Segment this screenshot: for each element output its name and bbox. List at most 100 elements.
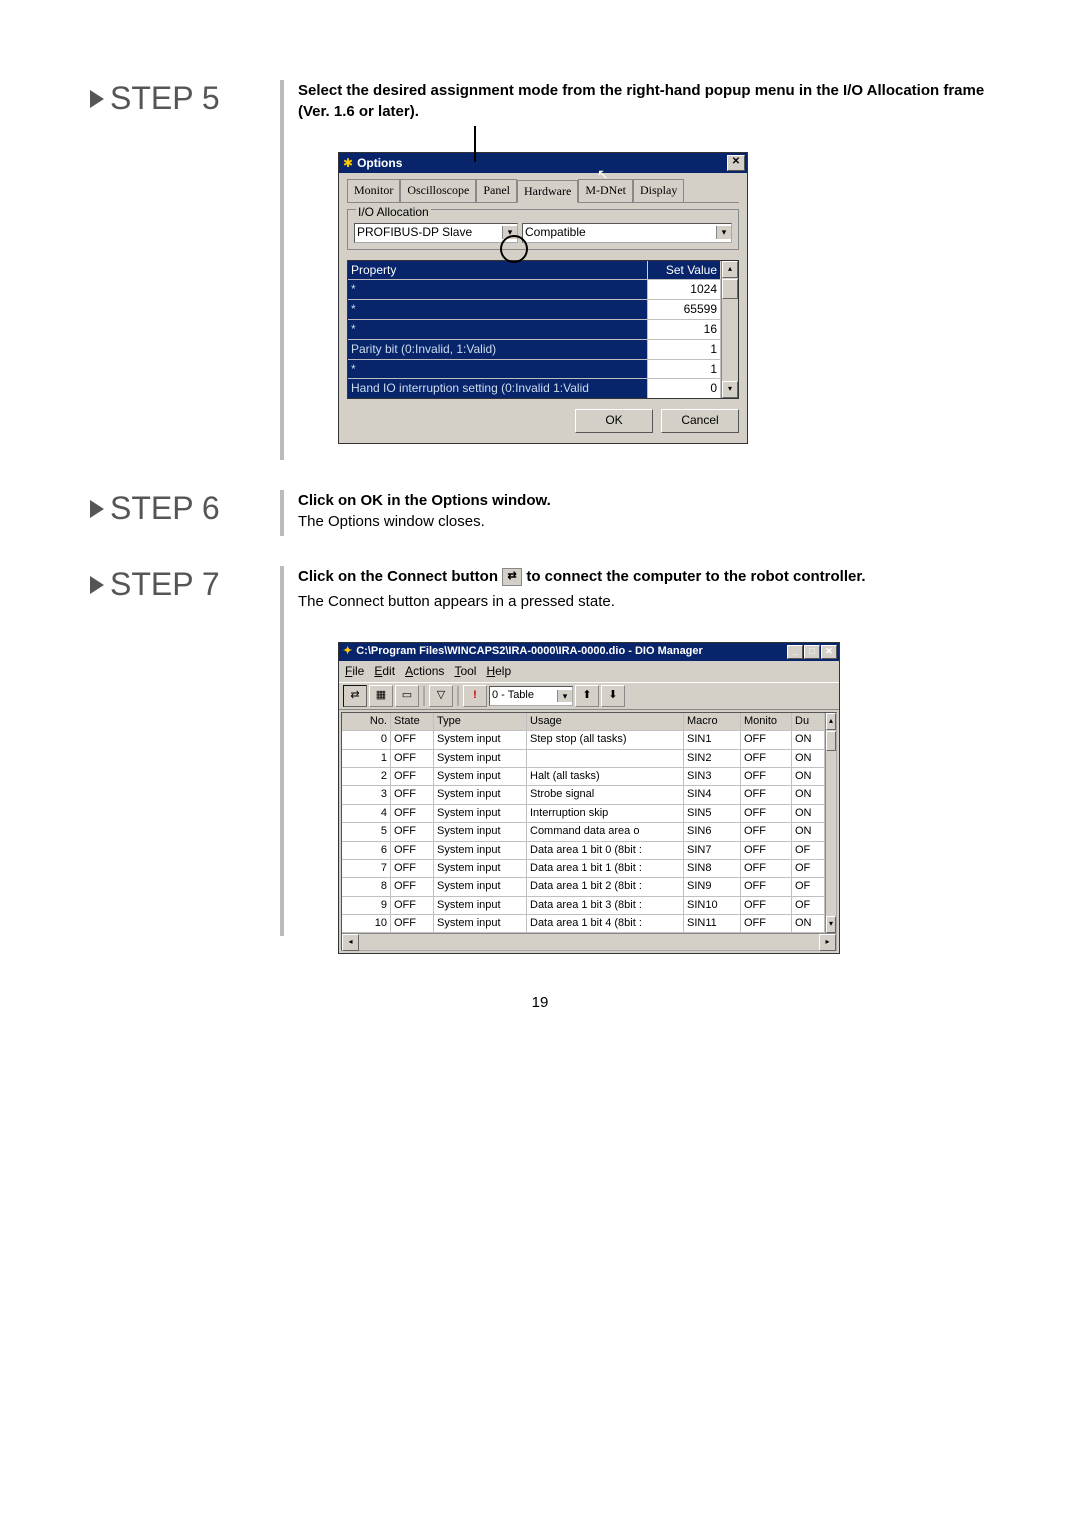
scroll-up-icon[interactable]: ▴: [722, 261, 738, 278]
dio-table: No. State Type Usage Macro Monito Du 0OF…: [341, 712, 837, 952]
col-no: No.: [342, 713, 391, 731]
cursor-icon: ↖: [597, 165, 609, 185]
triangle-icon: [90, 500, 104, 518]
maximize-icon[interactable]: □: [804, 645, 820, 659]
scroll-up-icon[interactable]: ▴: [826, 713, 836, 730]
col-macro: Macro: [684, 713, 741, 731]
combo-mode-value: Compatible: [525, 224, 716, 241]
connect-button[interactable]: ⇄: [343, 685, 367, 707]
separator: [423, 686, 425, 706]
tb-btn-4[interactable]: ▽: [429, 685, 453, 707]
table-row[interactable]: 3OFFSystem inputStrobe signalSIN4OFFON: [342, 786, 825, 804]
ok-button[interactable]: OK: [575, 409, 653, 433]
options-window: ✱ Options ↖ ✕ Monitor Oscilloscope Panel…: [338, 152, 748, 444]
step7-text: The Connect button appears in a pressed …: [298, 591, 990, 612]
step-divider: [280, 566, 284, 936]
step5-content: Select the desired assignment mode from …: [298, 80, 990, 444]
chevron-down-icon: ▾: [716, 226, 731, 239]
table-row[interactable]: 9OFFSystem inputData area 1 bit 3 (8bit …: [342, 897, 825, 915]
step-divider: [280, 490, 284, 536]
col-monitor: Monito: [741, 713, 792, 731]
table-select[interactable]: 0 - Table ▾: [489, 686, 573, 706]
scroll-thumb[interactable]: [826, 731, 836, 751]
step5-block: STEP 5 Select the desired assignment mod…: [90, 80, 990, 460]
page-number: 19: [90, 994, 990, 1011]
table-row: *16: [348, 319, 721, 339]
tab-display[interactable]: Display: [633, 179, 684, 202]
tb-btn-2[interactable]: ▦: [369, 685, 393, 707]
tab-oscilloscope[interactable]: Oscilloscope: [400, 179, 476, 202]
combo-mode[interactable]: Compatible ▾: [522, 223, 732, 243]
toolbar: ⇄ ▦ ▭ ▽ ! 0 - Table ▾ ⬆ ⬇: [339, 682, 839, 710]
triangle-icon: [90, 576, 104, 594]
property-table: Property Set Value *1024 *65599 *16 Pari…: [347, 260, 739, 400]
tb-down-button[interactable]: ⬇: [601, 685, 625, 707]
combo-device[interactable]: PROFIBUS-DP Slave ▾: [354, 223, 518, 243]
tb-btn-3[interactable]: ▭: [395, 685, 419, 707]
table-row[interactable]: 5OFFSystem inputCommand data area oSIN6O…: [342, 823, 825, 841]
dio-window: ✦ C:\Program Files\WINCAPS2\IRA-0000\IRA…: [338, 642, 840, 954]
table-select-value: 0 - Table: [492, 688, 534, 703]
app-icon: ✦: [343, 644, 352, 659]
scroll-left-icon[interactable]: ◂: [342, 934, 359, 951]
menu-edit[interactable]: Edit: [374, 663, 395, 680]
close-icon[interactable]: ✕: [821, 645, 837, 659]
menu-actions[interactable]: Actions: [405, 663, 444, 680]
step6-block: STEP 6 Click on OK in the Options window…: [90, 490, 990, 536]
step5-instruction: Select the desired assignment mode from …: [298, 80, 990, 122]
step6-text: The Options window closes.: [298, 511, 990, 532]
options-title-text: Options: [357, 155, 727, 172]
fieldset-legend: I/O Allocation: [356, 204, 431, 221]
scroll-thumb[interactable]: [722, 279, 738, 299]
tab-hardware[interactable]: Hardware: [517, 180, 578, 203]
chevron-down-icon: ▾: [502, 226, 517, 239]
col-type: Type: [434, 713, 527, 731]
menu-help[interactable]: Help: [486, 663, 511, 680]
step6-instruction: Click on OK in the Options window.: [298, 490, 990, 511]
combo-device-value: PROFIBUS-DP Slave: [357, 224, 502, 241]
tb-btn-5[interactable]: !: [463, 685, 487, 707]
scrollbar-horizontal[interactable]: ◂ ▸: [342, 933, 836, 950]
dio-header-row: No. State Type Usage Macro Monito Du: [342, 713, 825, 731]
scroll-right-icon[interactable]: ▸: [819, 934, 836, 951]
gear-icon: ✱: [343, 155, 353, 172]
scroll-down-icon[interactable]: ▾: [826, 916, 836, 933]
col-du: Du: [792, 713, 825, 731]
table-row[interactable]: 7OFFSystem inputData area 1 bit 1 (8bit …: [342, 860, 825, 878]
dio-title-text: C:\Program Files\WINCAPS2\IRA-0000\IRA-0…: [356, 644, 787, 659]
table-row[interactable]: 10OFFSystem inputData area 1 bit 4 (8bit…: [342, 915, 825, 933]
step-divider: [280, 80, 284, 460]
step6-content: Click on OK in the Options window. The O…: [298, 490, 990, 532]
menu-tool[interactable]: Tool: [454, 663, 476, 680]
table-row[interactable]: 6OFFSystem inputData area 1 bit 0 (8bit …: [342, 842, 825, 860]
close-icon[interactable]: ✕: [727, 155, 745, 171]
table-row[interactable]: 2OFFSystem inputHalt (all tasks)SIN3OFFO…: [342, 768, 825, 786]
col-state: State: [391, 713, 434, 731]
step7-label: STEP 7: [90, 566, 280, 603]
io-allocation-fieldset: I/O Allocation PROFIBUS-DP Slave ▾ Compa…: [347, 209, 739, 250]
tabs: Monitor Oscilloscope Panel Hardware M-DN…: [347, 179, 739, 203]
cancel-button[interactable]: Cancel: [661, 409, 739, 433]
table-row: *65599: [348, 299, 721, 319]
table-row[interactable]: 4OFFSystem inputInterruption skipSIN5OFF…: [342, 805, 825, 823]
table-row[interactable]: 0OFFSystem inputStep stop (all tasks)SIN…: [342, 731, 825, 749]
menu-file[interactable]: File: [345, 663, 364, 680]
tab-panel[interactable]: Panel: [476, 179, 517, 202]
table-row: Parity bit (0:Invalid, 1:Valid)1: [348, 339, 721, 359]
options-screenshot: ✱ Options ↖ ✕ Monitor Oscilloscope Panel…: [338, 152, 990, 444]
dio-screenshot: ✦ C:\Program Files\WINCAPS2\IRA-0000\IRA…: [338, 642, 990, 954]
table-row: *1: [348, 359, 721, 379]
scrollbar-vertical[interactable]: ▴ ▾: [825, 713, 836, 934]
tab-monitor[interactable]: Monitor: [347, 179, 400, 202]
tb-up-button[interactable]: ⬆: [575, 685, 599, 707]
scrollbar-vertical[interactable]: ▴ ▾: [721, 261, 738, 399]
minimize-icon[interactable]: _: [787, 645, 803, 659]
col-setvalue: Set Value: [648, 261, 721, 280]
table-row: Hand IO interruption setting (0:Invalid …: [348, 378, 721, 398]
step7-content: Click on the Connect button ⇄ to connect…: [298, 566, 990, 954]
table-row[interactable]: 8OFFSystem inputData area 1 bit 2 (8bit …: [342, 878, 825, 896]
table-row[interactable]: 1OFFSystem inputSIN2OFFON: [342, 750, 825, 768]
step7-label-text: STEP 7: [110, 566, 220, 603]
menubar: File Edit Actions Tool Help: [339, 661, 839, 682]
scroll-down-icon[interactable]: ▾: [722, 381, 738, 398]
